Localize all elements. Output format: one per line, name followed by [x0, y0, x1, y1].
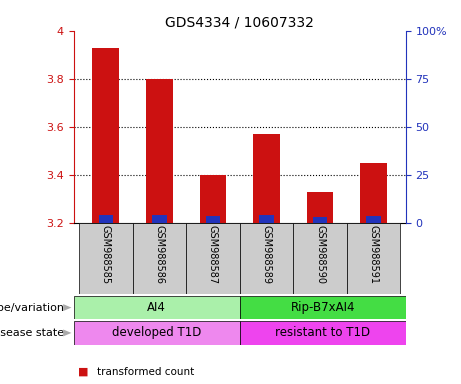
Text: GSM988591: GSM988591	[368, 225, 378, 284]
Text: developed T1D: developed T1D	[112, 326, 201, 339]
Bar	[206, 216, 220, 223]
Text: GSM988589: GSM988589	[261, 225, 272, 284]
Bar	[99, 215, 113, 223]
Text: transformed count: transformed count	[97, 367, 194, 377]
Text: Rip-B7xAI4: Rip-B7xAI4	[290, 301, 355, 314]
Text: AI4: AI4	[148, 301, 166, 314]
Text: resistant to T1D: resistant to T1D	[275, 326, 370, 339]
Bar	[74, 321, 240, 345]
Text: GSM988585: GSM988585	[101, 225, 111, 284]
Bar	[152, 215, 167, 223]
Bar	[307, 192, 333, 223]
Bar	[186, 223, 240, 294]
Bar	[347, 223, 400, 294]
Bar	[360, 163, 387, 223]
Text: GSM988586: GSM988586	[154, 225, 165, 284]
Bar	[79, 223, 133, 294]
Bar	[240, 296, 406, 319]
Text: genotype/variation: genotype/variation	[0, 303, 65, 313]
Text: ■: ■	[78, 367, 89, 377]
Text: GSM988590: GSM988590	[315, 225, 325, 284]
Bar	[253, 134, 280, 223]
Bar	[259, 215, 274, 223]
Bar	[240, 223, 293, 294]
Title: GDS4334 / 10607332: GDS4334 / 10607332	[165, 16, 314, 30]
Bar	[240, 321, 406, 345]
Text: GSM988587: GSM988587	[208, 225, 218, 284]
Bar	[93, 48, 119, 223]
Bar	[366, 216, 381, 223]
Bar	[133, 223, 186, 294]
Bar	[293, 223, 347, 294]
Bar	[74, 296, 240, 319]
Text: disease state: disease state	[0, 328, 65, 338]
Bar	[313, 217, 327, 223]
Bar	[200, 175, 226, 223]
Bar	[146, 79, 173, 223]
